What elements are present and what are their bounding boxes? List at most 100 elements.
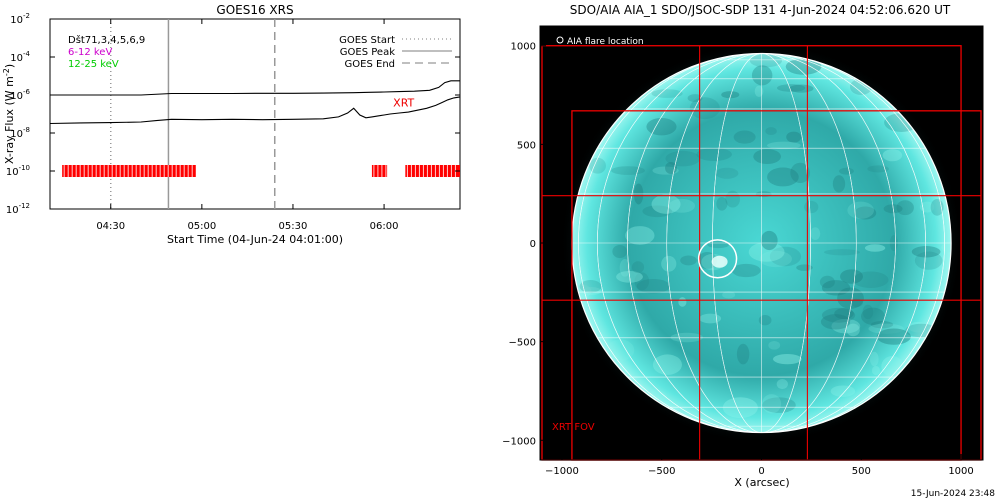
- x-tick-label: 05:30: [279, 221, 308, 232]
- texture-blob: [722, 291, 736, 299]
- texture-blob: [699, 313, 722, 324]
- texture-blob: [773, 353, 802, 365]
- aia-legend: AIA flare location: [556, 36, 644, 47]
- coverage-interval: [371, 165, 388, 177]
- texture-blob: [840, 269, 863, 284]
- texture-blob: [881, 356, 904, 377]
- x-tick-label: 0: [758, 466, 764, 477]
- texture-blob: [786, 131, 802, 143]
- aia-x-axis-label: X (arcsec): [734, 476, 789, 489]
- texture-blob: [768, 341, 781, 350]
- texture-blob: [722, 397, 758, 419]
- texture-blob: [839, 167, 854, 175]
- texture-blob: [769, 246, 802, 267]
- texture-blob: [824, 249, 860, 256]
- y-tick-label: 0: [530, 239, 536, 250]
- texture-blob: [804, 200, 819, 214]
- texture-blob: [896, 200, 914, 216]
- texture-blob: [776, 379, 788, 390]
- y-tick-exponent: -6: [23, 88, 31, 96]
- x-tick-label: 1000: [948, 466, 973, 477]
- texture-blob: [831, 318, 861, 334]
- texture-blob: [665, 150, 701, 167]
- flare-bright-core: [711, 255, 728, 268]
- legend-right-entry: GOES End: [345, 59, 395, 70]
- texture-blob: [687, 94, 703, 103]
- texture-blob: [625, 226, 655, 245]
- aia-image-panel: SDO/AIA AIA_1 SDO/JSOC-SDP 131 4-Jun-202…: [502, 3, 995, 499]
- series-line: [50, 80, 460, 96]
- texture-blob: [820, 314, 851, 330]
- texture-blob: [837, 287, 864, 309]
- x-tick-label: −500: [648, 466, 675, 477]
- x-tick-label: −1000: [545, 466, 579, 477]
- texture-blob: [765, 127, 777, 136]
- texture-blob: [589, 157, 606, 174]
- texture-blob: [636, 278, 671, 294]
- y-tick-exponent: -4: [23, 50, 31, 58]
- texture-blob: [810, 227, 821, 240]
- texture-blob: [790, 162, 811, 184]
- texture-blob: [914, 251, 943, 270]
- texture-blob: [725, 190, 740, 208]
- xrt-fov-label: XRT FOV: [552, 422, 595, 433]
- texture-blob: [606, 339, 635, 362]
- texture-blob: [861, 307, 885, 325]
- texture-blob: [762, 397, 796, 413]
- goes-plot-frame: [49, 18, 461, 210]
- texture-blob: [908, 321, 928, 333]
- xrt-annotation: XRT: [393, 96, 414, 109]
- event-lines: [109, 19, 276, 209]
- texture-blob: [753, 149, 781, 165]
- texture-blob: [651, 89, 683, 98]
- texture-blob: [819, 275, 835, 289]
- texture-blob: [754, 85, 764, 97]
- texture-blob: [882, 149, 903, 162]
- texture-blob: [689, 97, 720, 120]
- flare-location-circle: [697, 239, 738, 279]
- legend-label: AIA flare location: [567, 37, 644, 47]
- y-tick-label: 1000: [511, 42, 536, 53]
- goes-y-axis-label: X-ray Flux (W m-2): [2, 64, 16, 164]
- grid-lines: [571, 53, 952, 433]
- timestamp: 15-Jun-2024 23:48: [911, 489, 995, 499]
- texture-blob: [611, 166, 645, 175]
- texture-blob: [670, 332, 703, 343]
- series-line: [50, 96, 460, 125]
- texture-blob: [876, 328, 911, 345]
- texture-blob: [619, 258, 631, 277]
- texture-blob: [731, 263, 761, 278]
- goes-chart-title: GOES16 XRS: [216, 3, 293, 17]
- x-tick-label: 05:00: [187, 221, 216, 232]
- xrt-coverage-marks: [62, 165, 460, 177]
- y-tick-label: 500: [517, 140, 536, 151]
- y-tick-label: −1000: [502, 436, 536, 447]
- y-tick-label: 10-10: [6, 164, 30, 178]
- legend-left-entry: Dšt71,3,4,5,6,9: [68, 34, 145, 46]
- coverage-interval: [405, 165, 460, 177]
- texture-blob: [846, 323, 860, 337]
- texture-blob: [871, 365, 880, 376]
- texture-blob: [869, 351, 879, 367]
- y-tick-label: −500: [509, 338, 536, 349]
- y-tick-label: 10-4: [10, 50, 30, 64]
- legend-left-entry: 6-12 keV: [68, 47, 112, 58]
- texture-blob: [697, 252, 718, 269]
- texture-blob: [634, 272, 650, 291]
- y-tick-exponent: -8: [23, 126, 30, 134]
- y-tick-label: 10-2: [10, 12, 30, 26]
- texture-blob: [716, 197, 728, 211]
- x-tick-labels: 04:30 05:00 05:30 06:00: [96, 19, 398, 232]
- legend-right-entry: GOES Start: [339, 35, 395, 46]
- texture-blob: [715, 167, 739, 179]
- y-tick-label: 10-12: [6, 202, 30, 216]
- texture-blob: [832, 175, 846, 193]
- coverage-interval: [62, 165, 196, 177]
- texture-blob: [721, 91, 740, 99]
- texture-blob: [696, 147, 732, 161]
- texture-blob: [580, 287, 602, 296]
- texture-blob: [642, 205, 673, 218]
